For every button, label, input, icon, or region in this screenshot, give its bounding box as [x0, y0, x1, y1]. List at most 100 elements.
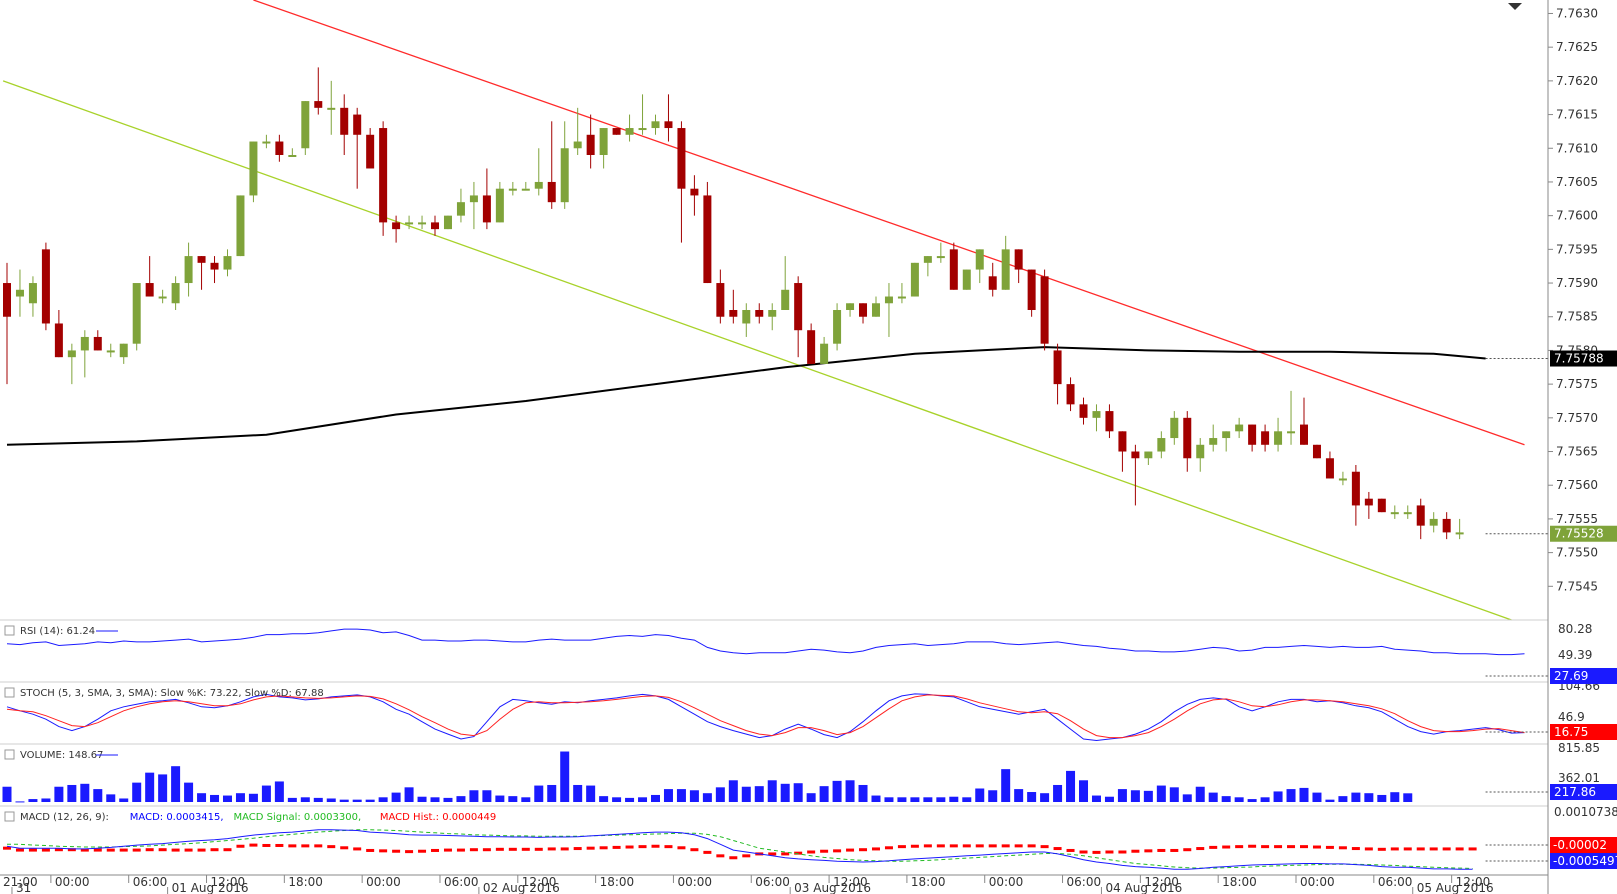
volume-bar — [1079, 780, 1089, 802]
candle-body — [145, 283, 154, 297]
volume-bar — [1040, 793, 1050, 802]
volume-bar — [975, 788, 985, 802]
macd-hist-bar — [1325, 845, 1334, 849]
volume-bar — [326, 798, 336, 802]
time-tick-label: 12:00 — [833, 875, 868, 889]
rsi-tag: 27.69 — [1554, 669, 1588, 683]
volume-bar — [1143, 790, 1153, 802]
volume-panel[interactable] — [2, 751, 1413, 803]
candle-body — [1092, 411, 1101, 418]
macd-hist-bar — [820, 849, 829, 853]
macd-hist-bar — [405, 850, 414, 854]
price-tick-label: 7.7590 — [1556, 276, 1598, 290]
macd-hist-bar — [340, 846, 349, 850]
price-tick-label: 7.7565 — [1556, 445, 1598, 459]
macd-hist-bar — [923, 844, 932, 848]
candle-body — [871, 303, 880, 317]
time-tick-label: 00:00 — [1300, 875, 1335, 889]
macd-hist-bar — [521, 847, 530, 851]
candle-body — [755, 310, 764, 317]
price-tick-label: 7.7560 — [1556, 478, 1598, 492]
volume-bar — [1234, 797, 1244, 802]
volume-bar — [508, 796, 518, 802]
macd-hist-bar — [1261, 845, 1270, 849]
macd-hist-bar — [975, 844, 984, 848]
volume-bar — [858, 784, 868, 802]
collapse-arrow-icon[interactable] — [1508, 3, 1522, 10]
indicator-toggle-icon — [4, 811, 15, 822]
rsi-tick-label: 80.28 — [1558, 622, 1592, 636]
volume-bar — [1091, 795, 1101, 802]
macd-hist-bar — [1092, 850, 1101, 854]
rsi-line — [6, 628, 1525, 656]
volume-bar — [521, 797, 531, 802]
macd-hist-bar — [1300, 845, 1308, 849]
macd-hist-bar — [910, 844, 919, 848]
candle-body — [820, 343, 829, 364]
volume-bar — [741, 786, 751, 802]
macd-hist-bar — [1118, 850, 1127, 854]
volume-bar — [897, 797, 907, 802]
candle-body — [625, 128, 634, 135]
volume-bar — [274, 781, 284, 802]
macd-hist-bar — [638, 845, 647, 849]
macd-line — [6, 829, 1473, 870]
macd-hist-bar — [1079, 850, 1088, 854]
volume-bar — [197, 793, 207, 802]
price-panel[interactable] — [2, 0, 1525, 621]
volume-bar — [54, 786, 64, 802]
volume-bar — [676, 789, 686, 802]
macd-hist-bar — [1338, 846, 1347, 850]
macd-hist-bar — [625, 845, 634, 849]
macd-tag: -0.0005497 — [1553, 854, 1617, 868]
volume-bar — [1286, 789, 1296, 802]
stoch-panel[interactable] — [6, 693, 1525, 742]
volume-bar — [1117, 789, 1127, 802]
volume-bar — [1364, 793, 1374, 802]
volume-bar — [1001, 769, 1011, 802]
volume-bar — [780, 783, 790, 802]
time-tick-label: 12:00 — [522, 875, 557, 889]
macd-hist-bar — [1442, 847, 1451, 851]
volume-bar — [235, 793, 245, 802]
macd-hist-bar — [1040, 845, 1049, 849]
volume-bar — [132, 782, 142, 802]
macd-hist-bar — [1235, 845, 1244, 849]
time-tick-label: 18:00 — [1222, 875, 1257, 889]
macd-hist-bar — [210, 848, 219, 852]
macd-hist-bar — [768, 852, 777, 856]
macd-hist-bar — [1455, 847, 1464, 851]
candle-body — [431, 222, 440, 230]
macd-hist-bar — [1183, 848, 1192, 852]
macd-hist-bar — [651, 844, 660, 848]
rsi-panel[interactable] — [6, 628, 1525, 656]
candle-body — [833, 310, 842, 344]
volume-bar — [560, 751, 570, 802]
price-tick-label: 7.7595 — [1556, 242, 1598, 256]
candle-body — [1170, 417, 1179, 439]
candle-body — [353, 114, 362, 135]
candle-body — [586, 134, 595, 155]
macd-hist-bar — [1001, 844, 1010, 848]
macd-hist-bar — [1027, 844, 1036, 848]
macd-hist-bar — [106, 848, 115, 852]
volume-bar — [2, 786, 12, 802]
candle-body — [1351, 471, 1360, 506]
candle-body — [132, 283, 141, 344]
indicator-labels: RSI (14): 61.24 STOCH (5, 3, SMA, 3, SMA)… — [4, 625, 496, 823]
indicator-toggle-icon — [4, 687, 15, 698]
candle-body — [41, 249, 50, 324]
volume-bar — [625, 797, 635, 802]
volume-bar — [884, 797, 894, 802]
volume-bar — [15, 801, 25, 803]
volume-tag-bg — [1550, 784, 1617, 800]
candle-body — [781, 289, 790, 310]
macd-hist-bar — [1066, 848, 1075, 852]
macd-hist-bar — [612, 845, 621, 849]
macd-panel[interactable] — [3, 829, 1477, 870]
macd-hist-bar — [534, 847, 543, 851]
candle-body — [1377, 498, 1386, 513]
candle-body — [1235, 424, 1244, 432]
